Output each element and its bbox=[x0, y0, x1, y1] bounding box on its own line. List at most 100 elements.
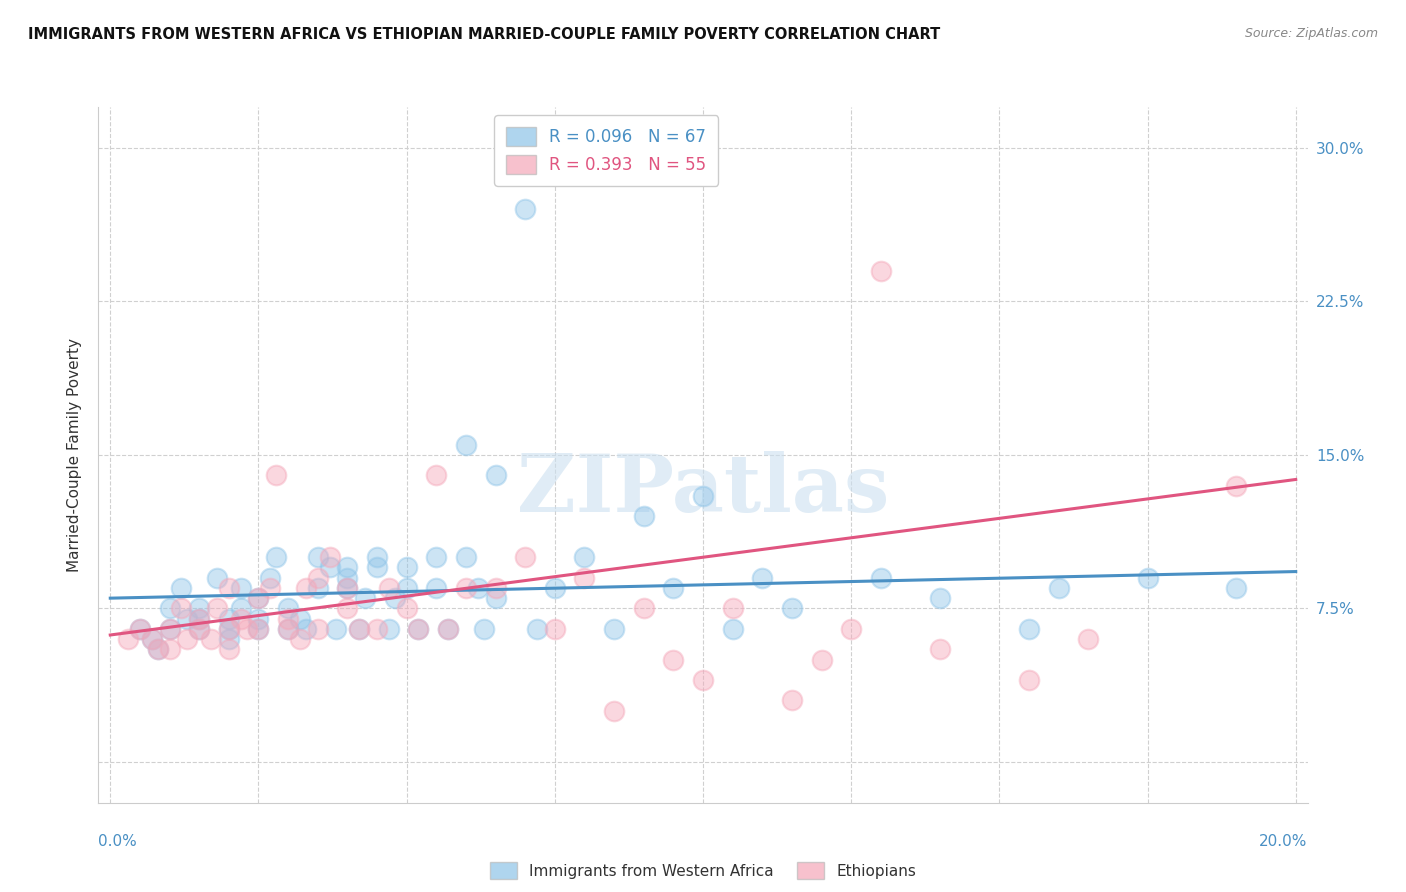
Point bbox=[454, 550, 477, 565]
Point bbox=[141, 632, 163, 646]
Point bbox=[395, 560, 418, 574]
Point bbox=[839, 622, 862, 636]
Point bbox=[159, 601, 181, 615]
Point bbox=[515, 550, 537, 565]
Legend: Immigrants from Western Africa, Ethiopians: Immigrants from Western Africa, Ethiopia… bbox=[484, 855, 922, 886]
Point bbox=[780, 601, 803, 615]
Point bbox=[247, 591, 270, 606]
Point bbox=[188, 622, 211, 636]
Point bbox=[692, 673, 714, 687]
Point bbox=[1225, 581, 1247, 595]
Point bbox=[1018, 622, 1040, 636]
Point bbox=[633, 601, 655, 615]
Point bbox=[188, 601, 211, 615]
Point bbox=[544, 622, 567, 636]
Point bbox=[384, 591, 406, 606]
Point bbox=[1136, 571, 1159, 585]
Point bbox=[146, 642, 169, 657]
Point bbox=[288, 612, 311, 626]
Point bbox=[277, 601, 299, 615]
Point bbox=[780, 693, 803, 707]
Point bbox=[229, 581, 252, 595]
Point bbox=[277, 622, 299, 636]
Point bbox=[277, 622, 299, 636]
Point bbox=[176, 632, 198, 646]
Point bbox=[295, 622, 318, 636]
Point bbox=[229, 612, 252, 626]
Point bbox=[159, 622, 181, 636]
Point bbox=[721, 601, 744, 615]
Point bbox=[307, 550, 329, 565]
Point bbox=[603, 622, 626, 636]
Point bbox=[484, 581, 506, 595]
Point bbox=[129, 622, 152, 636]
Point bbox=[810, 652, 832, 666]
Point bbox=[247, 591, 270, 606]
Point bbox=[288, 632, 311, 646]
Point bbox=[218, 581, 240, 595]
Point bbox=[869, 571, 891, 585]
Point bbox=[1018, 673, 1040, 687]
Point bbox=[277, 612, 299, 626]
Point bbox=[247, 612, 270, 626]
Point bbox=[205, 601, 228, 615]
Point bbox=[218, 622, 240, 636]
Point bbox=[526, 622, 548, 636]
Point bbox=[188, 612, 211, 626]
Point bbox=[218, 632, 240, 646]
Text: 20.0%: 20.0% bbox=[1260, 834, 1308, 849]
Text: 0.0%: 0.0% bbox=[98, 834, 138, 849]
Point bbox=[336, 560, 359, 574]
Point bbox=[188, 612, 211, 626]
Point bbox=[318, 550, 340, 565]
Point bbox=[378, 581, 401, 595]
Point bbox=[472, 622, 495, 636]
Point bbox=[325, 622, 347, 636]
Point bbox=[662, 581, 685, 595]
Point bbox=[229, 601, 252, 615]
Point bbox=[205, 571, 228, 585]
Point bbox=[218, 622, 240, 636]
Text: ZIPatlas: ZIPatlas bbox=[517, 450, 889, 529]
Point bbox=[218, 642, 240, 657]
Point bbox=[295, 581, 318, 595]
Point bbox=[347, 622, 370, 636]
Point bbox=[336, 601, 359, 615]
Point bbox=[141, 632, 163, 646]
Point bbox=[603, 704, 626, 718]
Point bbox=[366, 550, 388, 565]
Point bbox=[395, 581, 418, 595]
Point bbox=[425, 468, 447, 483]
Point bbox=[117, 632, 139, 646]
Point bbox=[336, 571, 359, 585]
Point bbox=[318, 560, 340, 574]
Point bbox=[484, 468, 506, 483]
Point bbox=[264, 550, 287, 565]
Point bbox=[574, 550, 596, 565]
Y-axis label: Married-Couple Family Poverty: Married-Couple Family Poverty bbox=[67, 338, 83, 572]
Point bbox=[259, 571, 281, 585]
Point bbox=[692, 489, 714, 503]
Point bbox=[307, 622, 329, 636]
Point bbox=[354, 591, 377, 606]
Point bbox=[662, 652, 685, 666]
Point bbox=[751, 571, 773, 585]
Point bbox=[146, 642, 169, 657]
Point bbox=[159, 642, 181, 657]
Point bbox=[454, 581, 477, 595]
Point bbox=[200, 632, 222, 646]
Point bbox=[574, 571, 596, 585]
Point bbox=[1047, 581, 1070, 595]
Point bbox=[170, 601, 193, 615]
Point bbox=[437, 622, 460, 636]
Point bbox=[454, 438, 477, 452]
Point bbox=[247, 622, 270, 636]
Point bbox=[869, 264, 891, 278]
Text: IMMIGRANTS FROM WESTERN AFRICA VS ETHIOPIAN MARRIED-COUPLE FAMILY POVERTY CORREL: IMMIGRANTS FROM WESTERN AFRICA VS ETHIOP… bbox=[28, 27, 941, 42]
Point bbox=[544, 581, 567, 595]
Point bbox=[437, 622, 460, 636]
Point bbox=[378, 622, 401, 636]
Point bbox=[176, 612, 198, 626]
Point bbox=[366, 622, 388, 636]
Point bbox=[1077, 632, 1099, 646]
